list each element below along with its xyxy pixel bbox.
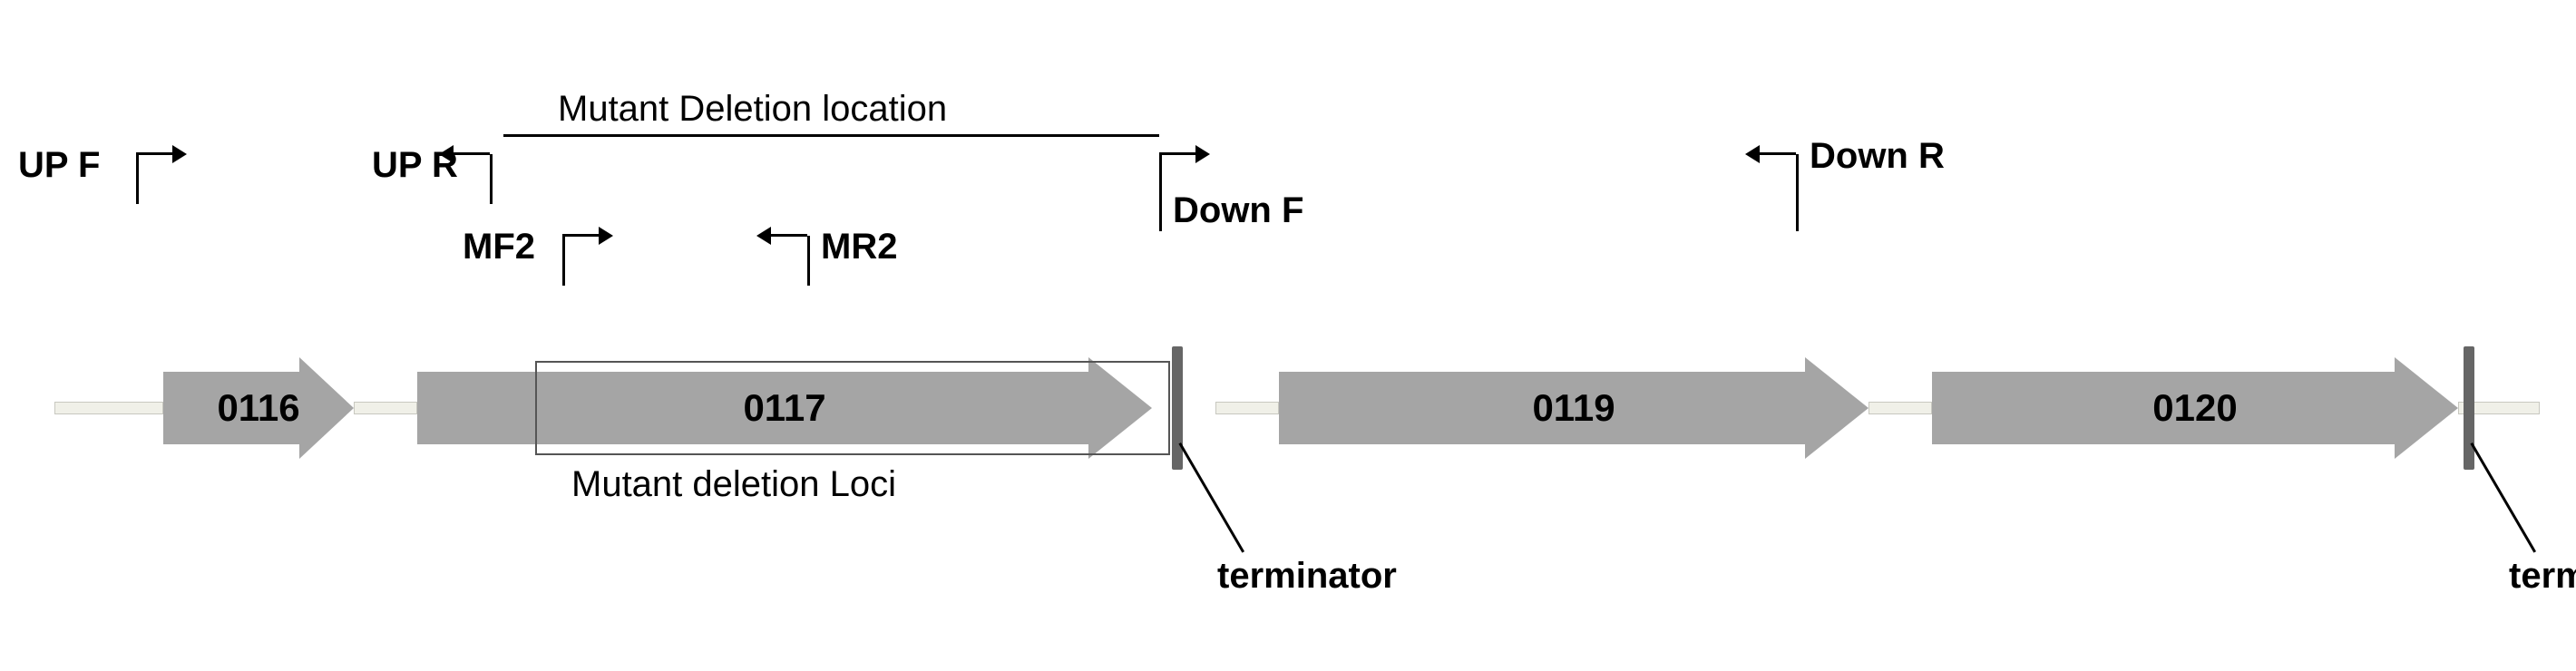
track-segment <box>354 402 417 414</box>
primer-stem <box>1159 154 1162 231</box>
primer-arrowhead <box>1745 145 1760 163</box>
primer-label: UP F <box>18 145 100 186</box>
primer-stem <box>807 236 810 286</box>
gene-label: 0116 <box>163 386 354 430</box>
gene-label: 0119 <box>1279 386 1869 430</box>
primer-label: UP R <box>372 145 458 186</box>
mutant-deletion-span-label: Mutant Deletion location <box>558 89 947 130</box>
terminator-bar <box>1172 346 1183 470</box>
terminator-lead <box>1178 442 1244 553</box>
primer-arm <box>562 234 599 237</box>
terminator-bar <box>2464 346 2474 470</box>
primer-arm <box>771 234 807 237</box>
primer-down-f <box>1159 154 1160 155</box>
primer-stem <box>1796 154 1799 231</box>
primer-stem <box>562 236 565 286</box>
primer-arrowhead <box>599 227 613 245</box>
primer-label: Down F <box>1173 190 1303 231</box>
gene-label: 0117 <box>417 386 1152 430</box>
primer-arrowhead <box>172 145 187 163</box>
primer-arm <box>1159 152 1195 155</box>
terminator-label: terminator <box>1217 556 1397 597</box>
primer-arrowhead <box>1195 145 1210 163</box>
track-segment <box>54 402 163 414</box>
primer-mf2 <box>562 236 563 237</box>
primer-stem <box>136 154 139 204</box>
primer-arm <box>454 152 490 155</box>
gene-0119: 0119 <box>1279 372 1869 444</box>
track-segment <box>1869 402 1932 414</box>
gene-0116: 0116 <box>163 372 354 444</box>
primer-up-r <box>490 154 491 155</box>
primer-down-r <box>1796 154 1797 155</box>
diagram-stage: 0116 0117 0119 0120 Mutant deletion Loci term… <box>0 0 2576 671</box>
primer-label: MR2 <box>821 227 897 267</box>
terminator-label: terminator <box>2509 556 2576 597</box>
gene-label: 0120 <box>1932 386 2458 430</box>
primer-stem <box>490 154 493 204</box>
track-segment <box>1215 402 1279 414</box>
mutant-deletion-loci-label: Mutant deletion Loci <box>571 464 896 505</box>
primer-up-f <box>136 154 137 155</box>
primer-arm <box>136 152 172 155</box>
primer-arm <box>1760 152 1796 155</box>
mutant-deletion-span-line <box>503 134 1159 137</box>
primer-label: MF2 <box>463 227 535 267</box>
primer-arrowhead <box>756 227 771 245</box>
gene-0120: 0120 <box>1932 372 2458 444</box>
primer-label: Down R <box>1810 136 1945 177</box>
primer-mr2 <box>807 236 808 237</box>
terminator-lead <box>2470 442 2536 553</box>
